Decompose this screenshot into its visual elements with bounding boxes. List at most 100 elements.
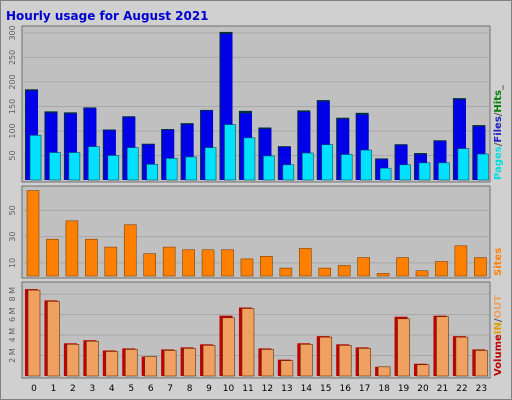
bar-sites — [376, 273, 390, 277]
x-tick-label: 19 — [398, 384, 410, 394]
bar-pages — [282, 164, 295, 181]
legend-item: IN — [493, 322, 504, 334]
bar-in — [241, 308, 255, 377]
bar-in — [416, 364, 430, 377]
bar-pages — [399, 164, 411, 181]
bar-in — [163, 350, 177, 377]
x-tick-label: 15 — [320, 384, 331, 394]
bar-pages — [263, 155, 275, 181]
bar-in — [475, 350, 488, 377]
bar-pages — [204, 147, 217, 181]
y-tick-label: 4 M — [8, 328, 17, 343]
bar-sites — [337, 265, 351, 277]
bar-sites — [85, 238, 98, 277]
bar-sites — [182, 249, 195, 277]
bar-sites — [260, 255, 273, 277]
bar-pages — [477, 153, 489, 181]
legend-item: Volume — [493, 334, 504, 376]
bar-sites — [474, 257, 487, 277]
panel-volume — [21, 281, 491, 379]
x-tick-label: 14 — [301, 384, 313, 394]
legend-item: / — [493, 142, 504, 146]
bar-sites — [279, 267, 293, 277]
x-tick-label: 17 — [359, 384, 370, 394]
bar-pages — [360, 149, 372, 181]
bar-in — [338, 345, 352, 377]
bar-sites — [162, 246, 176, 277]
bar-in — [105, 351, 119, 377]
bar-sites — [240, 258, 254, 277]
legend-item: / — [493, 318, 504, 322]
bar-pages — [29, 135, 42, 181]
bar-pages — [340, 154, 353, 181]
bar-pages — [243, 137, 256, 181]
bar-in — [436, 316, 449, 377]
x-tick-label: 0 — [31, 384, 37, 394]
bar-pages — [107, 155, 120, 181]
bar-sites — [357, 257, 370, 277]
bar-sites — [454, 245, 468, 277]
x-tick-label: 16 — [339, 384, 351, 394]
y-tick-label: 30 — [8, 232, 17, 242]
x-tick-label: 10 — [223, 384, 235, 394]
bar-in — [319, 336, 333, 377]
bar-in — [455, 336, 469, 377]
x-tick-label: 21 — [437, 384, 448, 394]
bar-sites — [26, 190, 40, 277]
x-tick-label: 8 — [187, 384, 193, 394]
y-tick-label: 8 M — [8, 287, 17, 302]
bar-pages — [224, 124, 236, 181]
x-tick-label: 6 — [148, 384, 154, 394]
bar-in — [280, 360, 294, 377]
bar-sites — [143, 253, 156, 277]
x-tick-label: 5 — [128, 384, 134, 394]
bar-sites — [396, 257, 409, 277]
bar-in — [47, 301, 60, 377]
bar-in — [86, 340, 99, 377]
y-tick-label: 100 — [8, 123, 17, 138]
x-tick-label: 22 — [456, 384, 467, 394]
bar-sites — [298, 248, 312, 277]
bar-pages — [185, 156, 197, 181]
y-tick-label: 10 — [8, 258, 17, 268]
bar-pages — [146, 164, 158, 181]
x-tick-label: 4 — [109, 384, 115, 394]
legend-label: Pages/Files/Hits_ — [493, 85, 504, 180]
bar-pages — [301, 152, 314, 181]
panel-hits-files-pages — [21, 25, 491, 183]
gridlines — [23, 32, 489, 357]
y-tick-label: 50 — [8, 205, 17, 215]
y-tick-label: 300 — [8, 25, 17, 40]
x-axis-labels: 0 1 2 3 4 5 6 7 8 9 10 11 12 13 14 15 16 17 18 19 20 21 22 23 — [31, 384, 487, 394]
bar-in — [124, 349, 138, 377]
bar-pages — [438, 162, 450, 181]
x-tick-label: 23 — [476, 384, 487, 394]
bar-sites — [221, 249, 234, 277]
bar-sites — [201, 249, 215, 277]
bar-sites — [104, 246, 118, 277]
x-tick-label: 12 — [262, 384, 273, 394]
bar-pages — [49, 152, 61, 181]
y-tick-label: 150 — [8, 99, 17, 114]
bars — [25, 31, 489, 377]
x-tick-label: 20 — [417, 384, 429, 394]
chart-title: Hourly usage for August 2021 — [6, 9, 209, 23]
bar-in — [299, 344, 313, 377]
bar-pages — [165, 158, 178, 181]
bar-sites — [123, 224, 137, 277]
bar-in — [222, 317, 235, 377]
bar-pages — [126, 147, 139, 181]
bar-in — [377, 366, 391, 377]
x-tick-label: 11 — [242, 384, 253, 394]
y-tick-label: 200 — [8, 74, 17, 89]
legend-item: Files — [493, 116, 504, 142]
bar-pages — [457, 148, 470, 181]
y-tick-label: 250 — [8, 50, 17, 65]
bar-in — [261, 349, 274, 377]
legend-item: Pages — [493, 146, 504, 180]
bar-sites — [318, 267, 332, 277]
legend-label: Sites — [493, 248, 504, 276]
bar-in — [397, 318, 410, 377]
